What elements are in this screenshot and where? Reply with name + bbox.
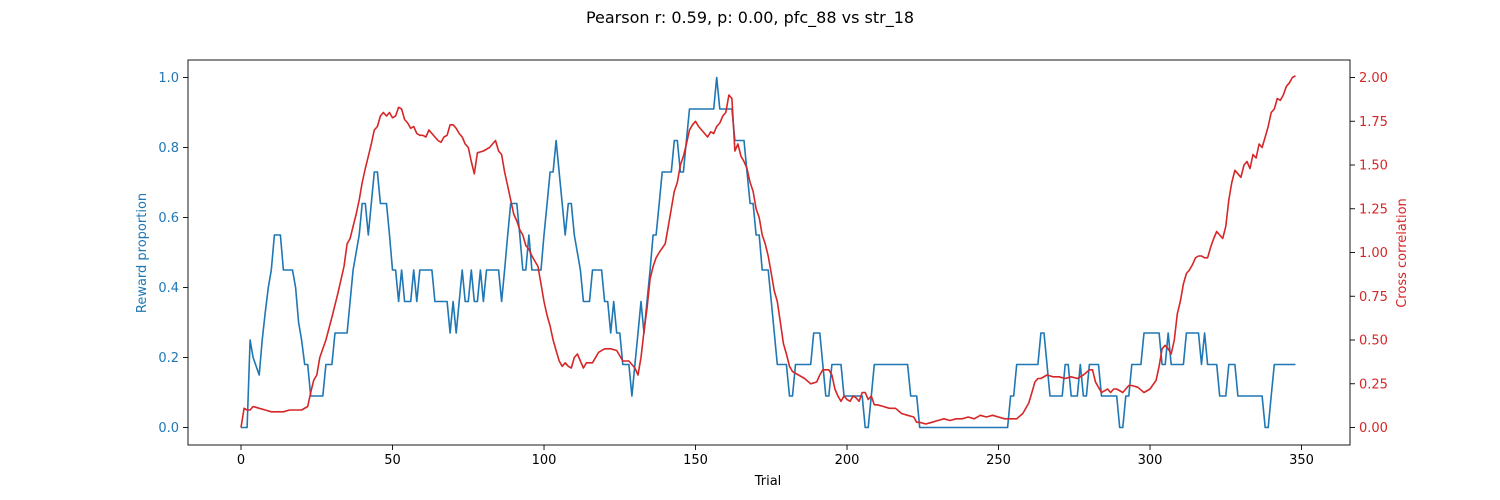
y-right-tick-label: 0.00 xyxy=(1359,421,1388,436)
y-left-tick-label: 0.0 xyxy=(158,421,179,436)
y-right-tick-label: 1.50 xyxy=(1359,159,1388,174)
x-tick-label: 50 xyxy=(384,453,401,468)
y-axis-right-label: Cross correlation xyxy=(1395,198,1410,308)
x-tick-label: 250 xyxy=(986,453,1011,468)
y-right-tick-label: 1.00 xyxy=(1359,246,1388,261)
series-line-cross-correlation xyxy=(240,75,1296,428)
y-right-tick-label: 2.00 xyxy=(1359,71,1388,86)
y-left-tick-label: 1.0 xyxy=(158,71,179,86)
y-right-tick-label: 1.75 xyxy=(1359,115,1388,130)
y-left-tick-label: 0.6 xyxy=(158,211,179,226)
chart-title: Pearson r: 0.59, p: 0.00, pfc_88 vs str_… xyxy=(586,8,914,28)
y-left-tick-label: 0.4 xyxy=(158,281,179,296)
plot-area: 0 50 100 150 200 250 300 3500.00.20.40.60.81.00… xyxy=(158,59,1388,468)
x-tick-label: 100 xyxy=(532,453,557,468)
x-axis-label: Trial xyxy=(754,474,782,489)
x-tick-label: 350 xyxy=(1289,453,1314,468)
y-left-tick-label: 0.2 xyxy=(158,351,179,366)
y-right-tick-label: 0.50 xyxy=(1359,334,1388,349)
y-right-tick-label: 0.75 xyxy=(1359,290,1388,305)
y-left-tick-label: 0.8 xyxy=(158,141,179,156)
x-tick-label: 200 xyxy=(835,453,860,468)
y-right-tick-label: 1.25 xyxy=(1359,202,1388,217)
x-tick-label: 150 xyxy=(683,453,708,468)
y-axis-left-label: Reward proportion xyxy=(135,193,150,313)
y-right-tick-label: 0.25 xyxy=(1359,377,1388,392)
series-line-reward-proportion xyxy=(241,76,1296,429)
x-tick-label: 300 xyxy=(1138,453,1163,468)
x-tick-label: 0 xyxy=(237,453,245,468)
